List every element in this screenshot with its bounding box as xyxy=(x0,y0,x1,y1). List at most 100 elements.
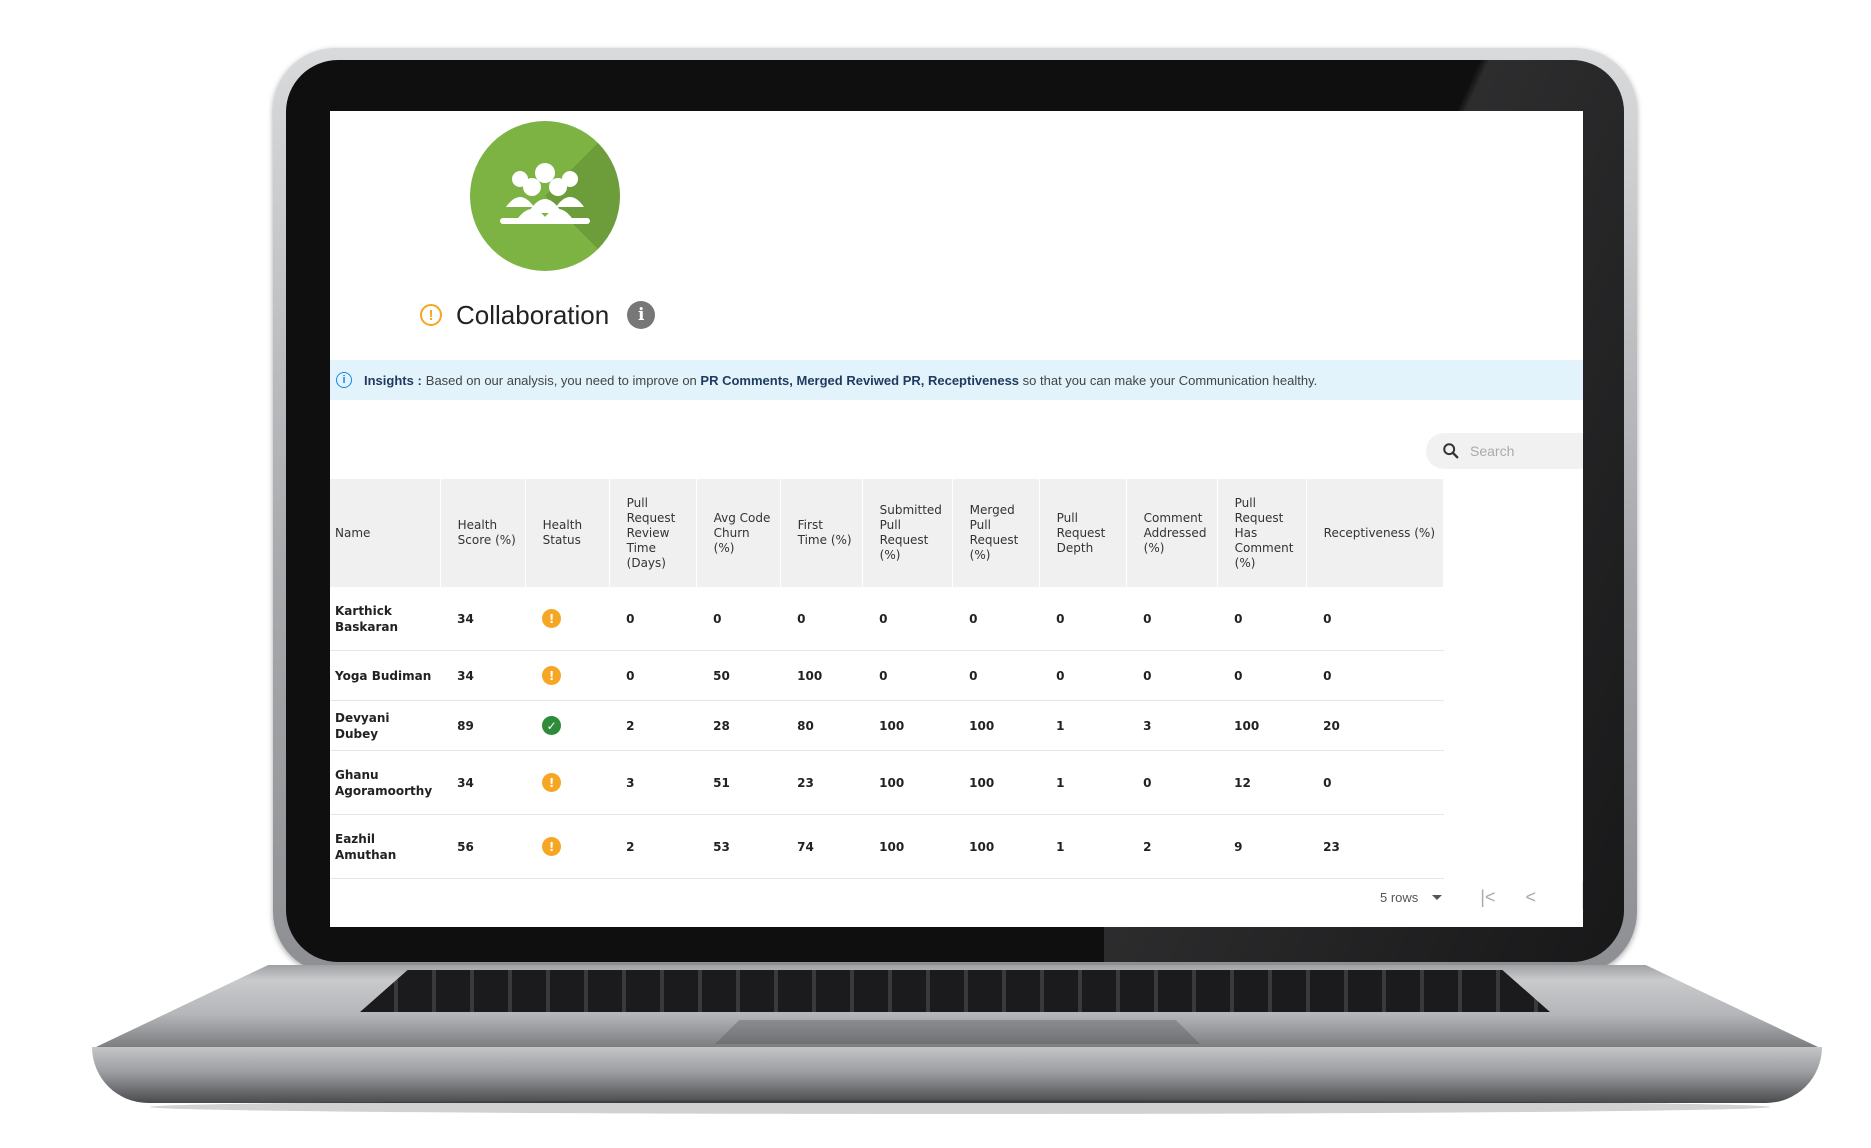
status-cell: ! xyxy=(525,814,610,879)
cell-name: Karthick Baskaran xyxy=(330,587,441,651)
team-icon xyxy=(470,121,620,271)
rows-per-page-select[interactable]: 5 rows xyxy=(1380,889,1443,905)
info-icon[interactable]: i xyxy=(627,301,656,329)
cell-has-comment: 0 xyxy=(1217,587,1307,651)
cell-receptiveness: 0 xyxy=(1306,587,1444,651)
first-page-icon[interactable]: |< xyxy=(1480,886,1496,907)
cell-submitted: 100 xyxy=(862,750,953,815)
cell-receptiveness: 0 xyxy=(1306,650,1444,701)
next-page-button[interactable] xyxy=(1582,881,1583,909)
cell-health-score: 34 xyxy=(440,750,526,815)
cell-review-time: 2 xyxy=(609,700,697,751)
search-icon xyxy=(1443,443,1459,459)
cell-first-time: 80 xyxy=(780,700,863,751)
cell-code-churn: 51 xyxy=(696,750,781,815)
table-row[interactable]: Yoga Budiman 34! 0 50 100 0 0 0 0 0 0 xyxy=(330,650,1444,701)
insights-text-end: so that you can make your Communication … xyxy=(1022,372,1318,388)
cell-receptiveness: 20 xyxy=(1306,700,1444,751)
cell-code-churn: 53 xyxy=(696,814,781,879)
col-header-pr-depth[interactable]: Pull Request Depth xyxy=(1039,479,1127,587)
section-header: ! Collaboration i xyxy=(420,295,656,335)
cell-health-score: 34 xyxy=(440,650,526,701)
cell-has-comment: 0 xyxy=(1217,650,1307,701)
status-cell: ! xyxy=(525,750,610,815)
insights-highlight: PR Comments, Merged Reviwed PR, Receptiv… xyxy=(700,372,1020,388)
warning-circle-icon: ! xyxy=(542,666,562,685)
col-header-health-score[interactable]: Health Score (%) xyxy=(440,479,526,587)
cell-review-time: 3 xyxy=(609,750,697,815)
cell-code-churn: 50 xyxy=(696,650,781,701)
status-cell: ✓ xyxy=(525,700,610,751)
col-header-first-time[interactable]: First Time (%) xyxy=(780,479,863,587)
app-screen: ! Collaboration i i Insights : Based on … xyxy=(330,111,1583,927)
cell-depth: 1 xyxy=(1039,700,1127,751)
check-circle-icon: ✓ xyxy=(542,716,562,735)
cell-comment-addressed: 0 xyxy=(1126,750,1218,815)
col-header-merged-pr[interactable]: Merged Pull Request (%) xyxy=(952,479,1040,587)
cell-submitted: 0 xyxy=(862,650,953,701)
cell-merged: 100 xyxy=(952,750,1040,815)
cell-first-time: 74 xyxy=(780,814,863,879)
cell-review-time: 0 xyxy=(609,587,697,651)
cell-name: Yoga Budiman xyxy=(330,650,441,701)
cell-depth: 0 xyxy=(1039,587,1127,651)
search-input[interactable] xyxy=(1468,442,1583,460)
insights-label: Insights : xyxy=(364,372,422,388)
col-header-review-time[interactable]: Pull Request Review Time (Days) xyxy=(609,479,697,587)
col-header-comment-addressed[interactable]: Comment Addressed (%) xyxy=(1126,479,1218,587)
cell-submitted: 100 xyxy=(862,814,953,879)
cell-code-churn: 0 xyxy=(696,587,781,651)
laptop-trackpad xyxy=(715,1020,1200,1044)
status-cell: ! xyxy=(525,587,610,651)
cell-name: Eazhil Amuthan xyxy=(330,814,441,879)
col-header-health-status[interactable]: Health Status xyxy=(525,479,610,587)
cell-depth: 1 xyxy=(1039,750,1127,815)
cell-has-comment: 100 xyxy=(1217,700,1307,751)
laptop-base xyxy=(92,1047,1822,1103)
warning-circle-icon: ! xyxy=(542,609,562,628)
cell-depth: 0 xyxy=(1039,650,1127,701)
cell-depth: 1 xyxy=(1039,814,1127,879)
cell-has-comment: 9 xyxy=(1217,814,1307,879)
col-header-name[interactable]: Name xyxy=(330,479,441,587)
cell-first-time: 0 xyxy=(780,587,863,651)
cell-submitted: 100 xyxy=(862,700,953,751)
page-title: Collaboration xyxy=(456,299,610,330)
cell-code-churn: 28 xyxy=(696,700,781,751)
cell-first-time: 100 xyxy=(780,650,863,701)
col-header-submitted-pr[interactable]: Submitted Pull Request (%) xyxy=(862,479,953,587)
cell-comment-addressed: 0 xyxy=(1126,650,1218,701)
col-header-pr-has-comment[interactable]: Pull Request Has Comment (%) xyxy=(1217,479,1307,587)
cell-health-score: 89 xyxy=(440,700,526,751)
cell-comment-addressed: 0 xyxy=(1126,587,1218,651)
cell-name: Devyani Dubey xyxy=(330,700,441,751)
col-header-receptiveness[interactable]: Receptiveness (%) xyxy=(1306,479,1445,587)
search-box[interactable] xyxy=(1426,433,1583,469)
table-row[interactable]: Eazhil Amuthan 56! 2 53 74 100 100 1 2 9 23 xyxy=(330,814,1444,879)
warning-circle-icon: ! xyxy=(542,773,562,792)
cell-review-time: 0 xyxy=(609,650,697,701)
cell-review-time: 2 xyxy=(609,814,697,879)
cell-merged: 100 xyxy=(952,700,1040,751)
table-header-row: Name Health Score (%) Health Status Pull… xyxy=(330,479,1445,587)
cell-name: Ghanu Agoramoorthy xyxy=(330,750,441,815)
prev-page-icon[interactable]: < xyxy=(1525,886,1536,907)
chevron-down-icon xyxy=(1432,894,1443,900)
cell-comment-addressed: 3 xyxy=(1126,700,1218,751)
cell-receptiveness: 0 xyxy=(1306,750,1444,815)
warning-circle-icon: ! xyxy=(542,837,562,856)
cell-submitted: 0 xyxy=(862,587,953,651)
table-row[interactable]: Devyani Dubey 89 ✓ 2 28 80 100 100 1 3 100 20 xyxy=(330,700,1444,751)
table-row[interactable]: Ghanu Agoramoorthy 34! 3 51 23 100 100 1 0 12 0 xyxy=(330,750,1444,815)
cell-first-time: 23 xyxy=(780,750,863,815)
cell-merged: 0 xyxy=(952,587,1040,651)
status-cell: ! xyxy=(525,650,610,701)
col-header-code-churn[interactable]: Avg Code Churn (%) xyxy=(696,479,781,587)
insights-text: Based on our analysis, you need to impro… xyxy=(425,372,697,388)
cell-has-comment: 12 xyxy=(1217,750,1307,815)
cell-health-score: 34 xyxy=(440,587,526,651)
collaboration-table: Name Health Score (%) Health Status Pull… xyxy=(330,479,1445,879)
rows-per-page-label: 5 rows xyxy=(1380,889,1419,905)
insights-banner: i Insights : Based on our analysis, you … xyxy=(330,360,1583,400)
table-row[interactable]: Karthick Baskaran 34! 0 0 0 0 0 0 0 0 0 xyxy=(330,587,1444,651)
